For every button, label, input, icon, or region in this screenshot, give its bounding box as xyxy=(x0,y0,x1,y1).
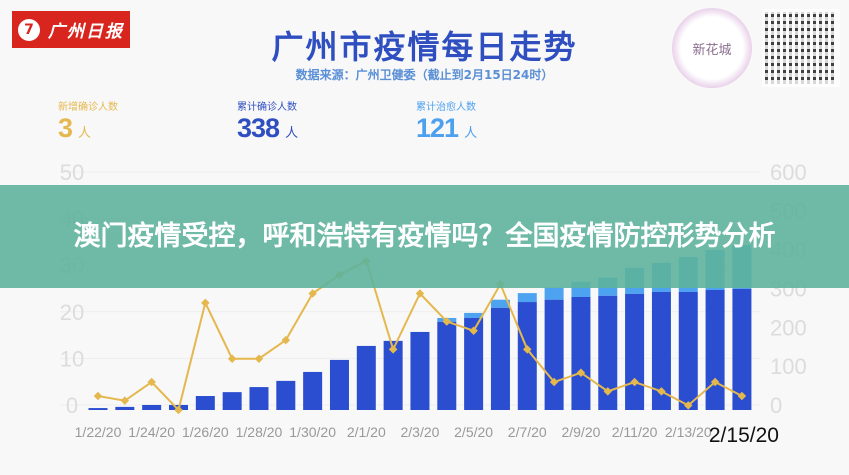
new-cases-point xyxy=(201,298,210,308)
x-axis-tick: 2/5/20 xyxy=(454,424,493,440)
bar-confirmed xyxy=(651,291,671,410)
stat-label: 累计确诊人数 xyxy=(237,102,297,113)
bar-confirmed xyxy=(571,296,591,410)
right-axis-tick: 200 xyxy=(770,315,807,340)
new-cases-point xyxy=(657,387,666,396)
left-axis-tick: 20 xyxy=(60,300,84,325)
chart-subtitle: 数据来源：广州卫健委（截止到2月15日24时） xyxy=(295,68,554,82)
logo-text: 广州日报 xyxy=(48,22,124,42)
new-cases-point xyxy=(603,387,613,396)
right-axis-tick: 600 xyxy=(770,160,807,185)
bar-confirmed xyxy=(625,293,645,410)
stat-label: 新增确诊人数 xyxy=(58,102,118,113)
x-axis-tick: 1/24/20 xyxy=(128,424,175,440)
bar-cured xyxy=(490,299,510,308)
bar-confirmed xyxy=(383,340,403,410)
new-cases-point xyxy=(710,377,720,387)
new-cases-point xyxy=(523,345,532,354)
bar-confirmed xyxy=(303,371,323,410)
stat-unit: 人 xyxy=(464,126,478,141)
stat-value: 121 xyxy=(416,113,459,143)
headline-banner: 澳门疫情受控，呼和浩特有疫情吗？全国疫情防控形势分析 xyxy=(0,185,849,288)
right-axis-tick: 100 xyxy=(770,354,807,379)
headline-text: 澳门疫情受控，呼和浩特有疫情吗？全国疫情防控形势分析 xyxy=(73,220,776,252)
stat-unit: 人 xyxy=(78,126,92,141)
new-cases-point xyxy=(549,377,559,387)
x-axis-tick: 1/30/20 xyxy=(289,424,336,440)
logo-mark-icon: 7 xyxy=(18,18,40,41)
bar-confirmed xyxy=(142,404,162,410)
new-cases-point xyxy=(281,335,291,345)
new-cases-point xyxy=(576,368,586,377)
new-cases-point xyxy=(442,317,452,326)
bar-confirmed xyxy=(678,291,698,410)
guangzhou-daily-logo: 7 广州日报 xyxy=(12,11,130,48)
bar-confirmed xyxy=(544,299,564,410)
new-cases-point xyxy=(737,391,747,401)
bar-confirmed xyxy=(195,396,215,410)
bar-cured xyxy=(544,287,564,300)
stat-total-confirmed: 累计确诊人数 338 人 xyxy=(237,98,298,144)
stat-value: 338 xyxy=(237,113,280,143)
bar-cured xyxy=(517,293,537,303)
new-cases-point xyxy=(308,289,317,298)
x-axis-tick: 2/9/20 xyxy=(561,424,600,440)
new-cases-point xyxy=(93,391,103,401)
left-axis-tick: 10 xyxy=(60,346,84,371)
new-cases-point xyxy=(120,396,130,405)
stat-label: 累计治愈人数 xyxy=(416,102,476,113)
bar-confirmed xyxy=(249,387,269,410)
bar-confirmed xyxy=(732,288,752,410)
x-axis-tick: 1/26/20 xyxy=(182,424,229,440)
stat-unit: 人 xyxy=(285,126,299,141)
new-cases-point xyxy=(684,401,693,410)
left-axis-tick: 0 xyxy=(66,393,78,418)
stat-total-cured: 累计治愈人数 121 人 xyxy=(416,98,477,144)
new-cases-point xyxy=(388,345,398,354)
bar-confirmed xyxy=(222,392,242,410)
chart-title: 广州市疫情每日走势 xyxy=(271,28,578,66)
x-axis-tick: 2/15/20 xyxy=(709,424,779,447)
left-axis-tick: 50 xyxy=(60,160,84,185)
bar-confirmed xyxy=(115,406,135,410)
bar-confirmed xyxy=(490,307,510,410)
new-cases-point xyxy=(469,326,478,336)
bar-cured xyxy=(464,312,484,318)
x-axis-tick: 2/11/20 xyxy=(612,424,658,440)
new-cases-point xyxy=(147,377,156,387)
x-axis-tick: 2/7/20 xyxy=(508,424,547,440)
new-cases-point xyxy=(174,405,183,415)
x-axis-tick: 2/13/20 xyxy=(665,424,712,440)
bar-confirmed xyxy=(464,317,484,410)
bar-confirmed xyxy=(437,321,457,410)
bar-confirmed xyxy=(705,290,725,410)
bar-confirmed xyxy=(598,295,618,410)
bar-confirmed xyxy=(276,380,296,410)
bar-confirmed xyxy=(88,408,108,410)
stat-value: 3 xyxy=(58,113,73,143)
bar-confirmed xyxy=(356,345,376,410)
x-axis-tick: 1/22/20 xyxy=(75,424,122,440)
right-axis-tick: 0 xyxy=(770,393,782,418)
bar-confirmed xyxy=(329,359,349,410)
xinhuacheng-badge: 新花城 xyxy=(672,8,752,88)
bar-confirmed xyxy=(517,302,537,410)
bar-confirmed xyxy=(410,331,430,410)
badge-text: 新花城 xyxy=(692,42,732,58)
new-cases-point xyxy=(415,289,425,298)
x-axis-tick: 2/3/20 xyxy=(400,424,439,440)
x-axis-tick: 2/1/20 xyxy=(347,424,386,440)
qr-code-icon xyxy=(762,9,840,87)
new-cases-point xyxy=(227,354,237,363)
new-cases-point xyxy=(630,377,639,387)
x-axis-tick: 1/28/20 xyxy=(236,424,283,440)
